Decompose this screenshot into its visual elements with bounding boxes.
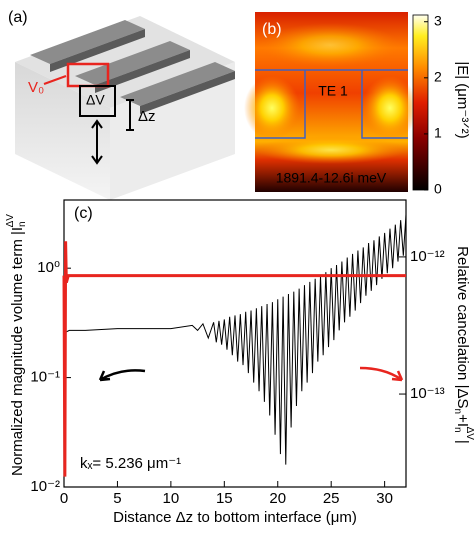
heatmap-lobe [260,23,400,67]
plot-frame [63,199,407,488]
ridge [120,62,235,106]
heatmap-lobe [362,76,418,140]
heatmap-lobe [244,76,300,140]
y2-axis-label: Relative cancelation |ΔSn+InΔV| [452,246,474,444]
colorbar-tick-label: 2 [434,69,442,85]
label-part: Normalized magnitude volume term |I [9,227,26,476]
block-front [15,62,110,200]
energy-label: 1891.4-12.6i meV [276,170,387,186]
colorbar-label: |E| (μm⁻³ᐟ²) [454,61,471,138]
y2-tick-label: 10⁻¹² [410,248,445,265]
x-axis-label: Distance Δz to bottom interface (μm) [113,509,357,526]
pointer-arrow [359,366,404,382]
y-tick-label: 10⁻¹ [30,369,60,386]
data-line [64,214,407,465]
pointer-arrow [98,369,146,382]
dv-box [79,85,116,117]
y-tick-label: 10⁰ [37,259,60,276]
v0-arrow [43,75,67,85]
label-sup: ΔV [5,214,16,228]
panel-label: (b) [262,21,282,38]
y-axis-label: Normalized magnitude volume term |InΔV [5,214,28,476]
label-sup: ΔV [464,427,474,441]
dz-arrow [91,119,103,165]
ridge [95,50,190,93]
x-tick-label: 5 [113,490,121,507]
x-tick-label: 20 [269,490,286,507]
label-sub: n [17,221,28,227]
x-tick-label: 25 [323,490,340,507]
field-map: (b) TE 1 1891.4-12.6i meV |E| (μm⁻³ᐟ²) [244,12,471,192]
panel-label: (c) [74,205,93,222]
label-part: Relative cancelation |ΔS [454,246,471,408]
v0-label: V₀ [28,79,44,96]
mode-label: TE 1 [318,83,348,99]
schematic: (a) V₀ ΔV Δz [8,9,235,200]
ridge [30,20,145,64]
colorbar-tick-label: 3 [434,12,442,28]
colorbar-tick-label: 1 [434,125,442,141]
dv-label: ΔV [86,92,105,108]
label-sub: n [452,427,463,433]
x-tick-label: 0 [60,490,68,507]
dz-label: Δz [138,108,156,125]
x-tick-label: 10 [163,490,180,507]
colorbar-tick-label: 0 [434,181,442,197]
y2-tick-label: 10⁻¹³ [410,385,445,402]
annotation: kₓ= 5.236 μm⁻¹ [80,455,181,472]
label-part: +I [454,414,471,427]
label-part: | [454,440,471,444]
ridge [75,41,190,85]
dz-bracket [126,99,134,131]
x-tick-label: 30 [376,490,393,507]
colorbar [412,14,429,191]
waveguide-outline [255,69,408,139]
data-line [62,241,406,477]
label-sub: n [452,409,463,415]
heatmap-lobe [256,136,406,164]
y-tick-label: 10⁻² [30,478,60,495]
ridge [140,71,235,114]
panel-label: (a) [8,9,28,26]
x-tick-label: 15 [216,490,233,507]
ridge [50,29,145,72]
